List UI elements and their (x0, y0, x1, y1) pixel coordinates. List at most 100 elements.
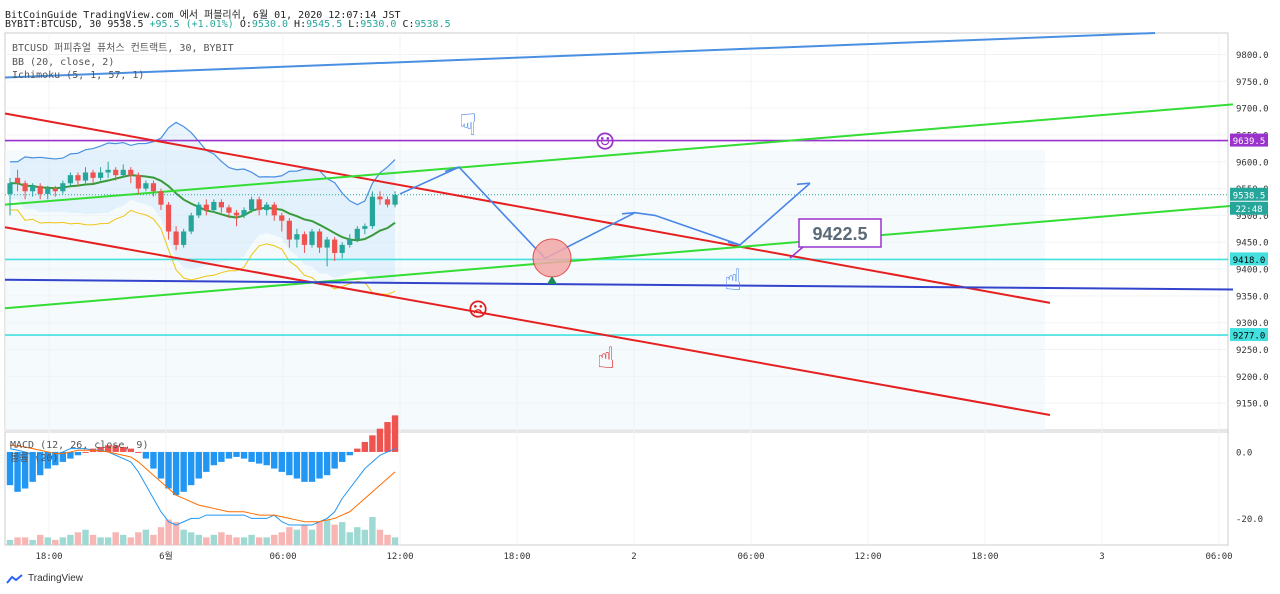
candle-body (52, 188, 58, 192)
volume-bar (339, 522, 346, 545)
macd-tick-label: -20.0 (1236, 515, 1263, 525)
macd-histogram-bar (354, 448, 361, 452)
volume-bar (384, 534, 391, 545)
volume-bar (165, 519, 172, 545)
macd-histogram-bar (150, 451, 157, 469)
candle-body (188, 215, 194, 232)
macd-histogram-bar (59, 451, 67, 462)
macd-histogram-bar (323, 451, 331, 476)
macd-histogram-bar (331, 451, 338, 469)
frown-icon: ☹ (469, 293, 487, 328)
y-tick-label: 9750.0 (1236, 78, 1269, 88)
volume-bar (37, 534, 44, 545)
candle-body (143, 183, 149, 189)
volume-bar (59, 537, 67, 545)
trend-line (4, 103, 1234, 206)
price-tag-label: 9639.5 (1233, 137, 1266, 147)
smile-icon: ☺ (596, 125, 614, 160)
x-tick-label: 12:00 (854, 552, 881, 562)
candle-body (256, 199, 262, 211)
volume-bar (316, 522, 323, 545)
y-tick-label: 9200.0 (1236, 373, 1269, 383)
x-tick-label: 06:00 (737, 552, 764, 562)
candle-body (286, 220, 292, 240)
y-tick-label: 9700.0 (1236, 105, 1269, 115)
macd-histogram-bar (157, 451, 165, 479)
macd-pane (4, 431, 1229, 546)
bollinger-fill (10, 122, 396, 284)
macd-histogram-bar (361, 441, 369, 452)
y-tick-label: 9500.0 (1236, 212, 1269, 222)
candle-body (105, 169, 111, 173)
high-label: H: (294, 19, 307, 30)
price-tag (1230, 252, 1268, 266)
candle-body (324, 239, 330, 248)
candle-body (339, 244, 345, 253)
entry-circle (532, 238, 572, 278)
y-tick-label: 9350.0 (1236, 292, 1269, 302)
macd-histogram-bar (172, 451, 180, 496)
macd-histogram-bar (240, 451, 248, 459)
candle-body (271, 204, 277, 216)
bb-upper-line (10, 121, 396, 206)
candle-body (218, 201, 224, 208)
macd-histogram-bar (271, 451, 278, 469)
x-tick-label: 06:00 (269, 552, 296, 562)
volume-bar (52, 539, 59, 545)
macd-histogram-bar (165, 451, 172, 489)
price-tag-label: 9418.0 (1233, 256, 1266, 266)
volume-bar (271, 534, 278, 545)
x-tick-label: 6월 (159, 550, 173, 562)
candle-body (90, 172, 96, 178)
candle-body (279, 215, 285, 221)
macd-histogram-bar (203, 451, 210, 472)
x-tick-label: 18:00 (971, 552, 998, 562)
callout-box (798, 218, 882, 248)
candle-body (264, 204, 270, 211)
volume-bar (6, 539, 14, 545)
volume-bar (203, 537, 210, 545)
macd-histogram-bar (14, 451, 21, 492)
macd-histogram-bar (127, 448, 134, 452)
candle-body (135, 175, 141, 189)
candle-body (211, 201, 217, 211)
macd-histogram-bar (6, 451, 14, 486)
candle-body (67, 175, 73, 184)
countdown-label: 22:48 (1235, 205, 1262, 215)
macd-histogram-bar (218, 451, 225, 462)
volume-bar (376, 529, 384, 545)
candle-body (60, 183, 66, 192)
candle-body (158, 191, 164, 205)
macd-histogram-bar (82, 451, 89, 453)
volume-bar (301, 524, 308, 545)
price-change: +95.5 (+1.01%) (149, 19, 234, 30)
price-tag (1230, 328, 1268, 342)
legend-macd: MACD (12, 26, close, 9) (10, 440, 148, 451)
hand-pointer-icon: ☝ (597, 341, 615, 376)
tradingview-logo-icon (6, 573, 23, 584)
price-tag (1230, 133, 1268, 147)
trend-line (4, 226, 1051, 416)
macd-histogram-bar (44, 451, 51, 469)
macd-histogram-bar (67, 451, 74, 459)
last-price: 9538.5 (107, 19, 144, 30)
arrow-head (621, 211, 636, 215)
hand-pointer-icon: ☝ (724, 263, 742, 298)
candle-body (203, 204, 209, 211)
candle-body (45, 188, 51, 194)
candle-body (128, 169, 134, 176)
volume-bar (67, 534, 74, 545)
tradingview-brand: TradingView (28, 573, 84, 584)
legend-ichimoku: Ichimoku (5, 1, 57, 1) (12, 70, 144, 81)
bb-basis-line (10, 174, 396, 242)
macd-histogram-bar (248, 451, 255, 462)
legend-main: BTCUSD 퍼피츄얼 퓨처스 컨트랙트, 30, BYBIT (12, 42, 234, 54)
up-arrow-icon (547, 276, 557, 284)
macd-histogram-bar (37, 451, 44, 476)
y-tick-label: 9300.0 (1236, 319, 1269, 329)
volume-bar (74, 532, 82, 545)
candle-body (233, 212, 240, 216)
open-value: 9530.0 (251, 19, 289, 30)
macd-histogram-bar (180, 451, 187, 492)
